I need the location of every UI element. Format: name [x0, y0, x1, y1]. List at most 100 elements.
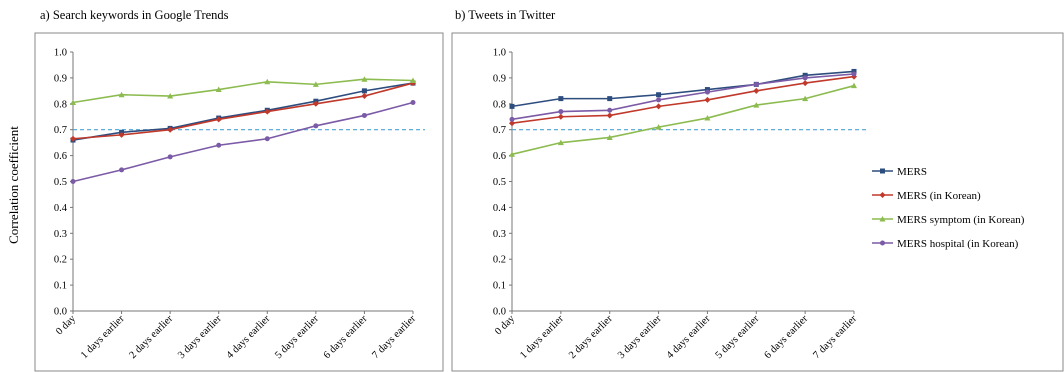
panel-a-y-tick-label: 0.8 — [54, 99, 67, 110]
panel-b-series-2-point — [851, 82, 857, 89]
panel-b-frame — [451, 32, 1064, 372]
panel-b-plot: 0.00.10.20.30.40.50.60.70.80.91.00 day 1 … — [493, 48, 866, 361]
panel-b-series-2-point — [802, 95, 809, 102]
panel-b-series-2-point — [753, 102, 760, 108]
panel-b-x-tick-label: 6 days earlier — [762, 313, 810, 361]
panel-a-y-tick-label: 0.3 — [54, 229, 67, 240]
panel-b-series-0-point — [802, 72, 808, 78]
panel-a-series-1-point — [167, 126, 174, 133]
panel-b-series-3-point — [656, 97, 662, 103]
panel-b-series-line-3 — [511, 73, 855, 121]
panel-b-x-tick-label: 2 days earlier — [567, 313, 615, 361]
legend-label: MERS (in Korean) — [897, 190, 981, 202]
panel-a-series-2-point — [118, 91, 125, 98]
panel-b-series-1-point — [802, 80, 809, 87]
panel-a-series-line-1 — [72, 82, 414, 140]
panel-b-x-tick-label: 7 days earlier — [811, 313, 859, 361]
panel-a-series-3-point — [361, 112, 367, 118]
panel-b-y-tick-label: 0.0 — [493, 307, 506, 318]
panel-a-series-2-point — [410, 77, 416, 83]
panel-a-x-tick-label: 4 days earlier — [225, 313, 273, 361]
panel-a-series-2-point — [312, 81, 319, 87]
panel-b-series-1-point — [509, 120, 515, 127]
panel-a-series-0-point — [361, 88, 367, 94]
panel-a-title: a) Search keywords in Google Trends — [40, 8, 229, 22]
legend-marker — [879, 216, 886, 222]
panel-b-series-3-point — [851, 71, 857, 77]
panel-b-y-tick-label: 0.5 — [493, 177, 506, 188]
panel-b-series-1-point — [753, 87, 760, 94]
panel-b-y-tick-label: 0.4 — [493, 203, 507, 214]
legend-marker — [879, 192, 886, 198]
panel-b-y-tick-label: 1.0 — [493, 48, 506, 59]
panel-a-series-2-point — [215, 86, 222, 93]
panel-b-y-tick-label: 0.3 — [493, 229, 506, 240]
panel-b-series-1-point — [557, 113, 564, 120]
panel-b-series-2-point — [655, 124, 662, 130]
panel-a-x-tick-label: 3 days earlier — [176, 313, 224, 361]
panel-b-series-0-point — [607, 96, 613, 102]
legend-label: MERS hospital (in Korean) — [897, 238, 1019, 250]
panel-b-series-3-point — [704, 89, 710, 95]
panel-b-series-0-point — [656, 92, 662, 98]
panel-b-series-0-point — [851, 68, 857, 74]
panel-a-x-tick-label: 5 days earlier — [273, 313, 321, 361]
panel-a-series-2-point — [264, 78, 271, 85]
panel-a-series-line-2 — [72, 78, 414, 104]
panel-b-series-3-point — [607, 107, 613, 113]
panel-a-y-tick-label: 0.7 — [54, 125, 67, 136]
panel-b-y-tick-label: 0.7 — [493, 125, 506, 136]
panel-a-series-3-point — [119, 167, 125, 173]
panel-a-series-1-point — [70, 135, 76, 142]
panel-a-y-tick-label: 0.2 — [54, 255, 67, 266]
panel-a-series-2-point — [167, 93, 174, 99]
panel-a-y-tick-label: 0.4 — [54, 203, 68, 214]
panel-b-series-3-point — [558, 109, 564, 115]
panel-a-x-tick-label: 6 days earlier — [322, 313, 370, 361]
panel-b-y-tick-label: 0.1 — [493, 281, 506, 292]
panel-a-series-line-0 — [72, 82, 414, 141]
panel-a-series-1-point — [215, 116, 222, 123]
panel-b-series-2-point — [606, 134, 613, 140]
panel-b-x-tick-label: 4 days earlier — [665, 313, 713, 361]
panel-a-y-tick-label: 0.6 — [54, 151, 67, 162]
panel-b-series-2-point — [704, 115, 711, 121]
panel-a-series-3-point — [313, 123, 319, 129]
panel-a-series-1-point — [312, 100, 319, 107]
panel-a-y-tick-label: 0.9 — [54, 73, 67, 84]
panel-a-series-3-point — [264, 136, 270, 142]
panel-a-y-tick-label: 0.5 — [54, 177, 67, 188]
panel-a-series-3-point — [70, 179, 76, 184]
panel-b-series-1-point — [704, 96, 711, 103]
panel-b-x-tick-label: 3 days earlier — [616, 313, 664, 361]
panel-a-x-tick-label: 7 days earlier — [370, 313, 418, 361]
legend-label: MERS — [897, 166, 927, 178]
panel-a-series-line-3 — [72, 101, 414, 183]
panel-b-series-line-2 — [511, 84, 855, 156]
panel-a-series-3-point — [410, 100, 416, 106]
panel-b-series-1-point — [655, 103, 662, 110]
panel-b-y-tick-label: 0.9 — [493, 73, 506, 84]
panel-a-y-tick-label: 0.0 — [54, 307, 67, 318]
panel-a-series-2-point — [361, 76, 368, 82]
panel-a-series-1-point — [264, 108, 271, 115]
panel-b-series-1-point — [606, 112, 613, 119]
panel-b-x-tick-label: 5 days earlier — [714, 313, 762, 361]
legend-label: MERS symptom (in Korean) — [897, 214, 1025, 226]
panel-b-series-0-point — [509, 103, 515, 109]
panel-b-series-0-point — [704, 87, 710, 93]
legend: MERS MERS (in Korean) MERS symptom (in Kor… — [872, 166, 1025, 250]
panel-a-plot: 0.00.10.20.30.40.50.60.70.80.91.00 day 1 … — [54, 48, 425, 361]
panel-a-y-tick-label: 0.1 — [54, 281, 67, 292]
panel-a-x-tick-label: 1 days earlier — [79, 313, 127, 361]
panel-a-y-tick-label: 1.0 — [54, 48, 67, 59]
panel-b-series-line-1 — [511, 75, 855, 125]
panel-a-series-2-point — [70, 99, 76, 106]
panel-b-y-tick-label: 0.6 — [493, 151, 506, 162]
panel-b-y-tick-label: 0.8 — [493, 99, 506, 110]
panel-a-series-3-point — [167, 154, 173, 160]
panel-b-series-line-0 — [511, 70, 855, 108]
panel-a-frame — [34, 32, 444, 372]
panel-b-series-0-point — [558, 96, 564, 102]
